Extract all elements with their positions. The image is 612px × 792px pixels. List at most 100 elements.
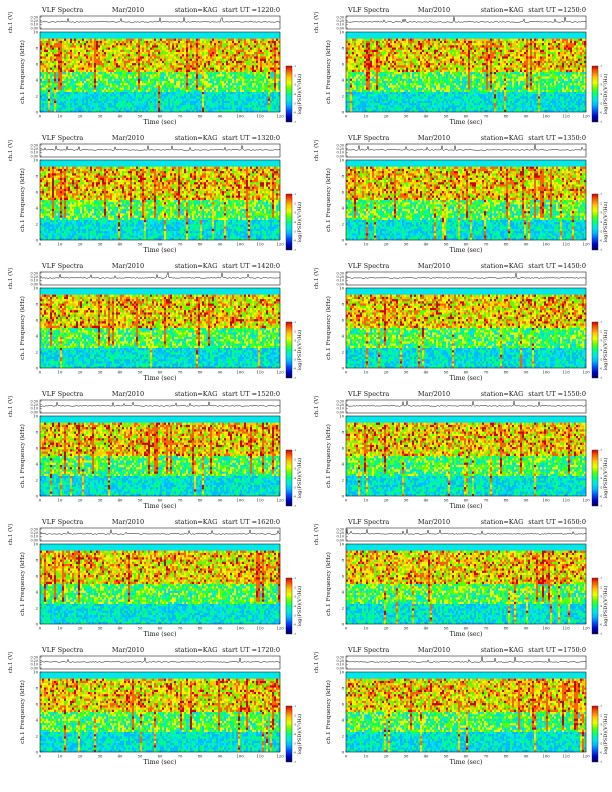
colorbar — [285, 321, 293, 379]
y-tick-label: 8 — [36, 557, 39, 562]
x-tick-label: 70 — [484, 626, 489, 631]
x-tick-label: 100 — [236, 498, 244, 503]
colorbar-tick-label: -7 — [294, 504, 297, 508]
x-tick-label: 50 — [444, 626, 449, 631]
panel-title: VLF Spectra — [41, 518, 83, 526]
x-tick-label: 120 — [276, 754, 284, 759]
trace-tick-label: 0.30 — [336, 527, 344, 531]
y-tick-label: 10 — [33, 541, 38, 546]
panel-title: VLF Spectra — [347, 518, 389, 526]
y-axis-label: ch.1 Frequency (kHz) — [325, 552, 332, 616]
trace-tick-label: 0.20 — [30, 19, 38, 23]
y-tick-label: 6 — [36, 445, 39, 450]
trace-axis-label: ch.1 (V) — [313, 12, 320, 33]
panel-title: VLF Spectra — [41, 262, 83, 270]
y-tick-label: 0 — [342, 109, 345, 114]
panel-date: Mar/2010 — [418, 390, 450, 398]
colorbar-tick-label: -2 — [294, 457, 297, 461]
colorbar-tick-label: -7 — [600, 760, 603, 764]
x-tick-label: 80 — [198, 242, 203, 247]
y-tick-label: 8 — [342, 173, 345, 178]
trace-tick-label: 0.10 — [30, 151, 38, 155]
colorbar — [591, 577, 599, 635]
x-tick-label: 10 — [58, 754, 63, 759]
x-tick-label: 110 — [562, 626, 570, 631]
y-axis-label: ch.1 Frequency (kHz) — [19, 552, 26, 616]
trace-tick-label: 0.10 — [30, 663, 38, 667]
colorbar-label: log(PSD)(V²/Hz) — [602, 330, 609, 371]
x-axis-label: Time (sec) — [144, 503, 177, 510]
x-tick-label: 90 — [218, 370, 223, 375]
y-tick-label: 2 — [36, 221, 39, 226]
x-tick-label: 20 — [78, 114, 83, 119]
colorbar — [285, 449, 293, 507]
colorbar-tick-label: -1 — [294, 704, 297, 708]
panel-start-time: start UT =1620:0 — [222, 518, 280, 526]
x-axis-label: Time (sec) — [450, 759, 483, 766]
trace-tick-label: 0.10 — [336, 407, 344, 411]
trace-tick-label: 0.30 — [30, 15, 38, 19]
y-tick-label: 10 — [339, 669, 344, 674]
x-tick-label: 40 — [118, 114, 123, 119]
x-tick-label: 40 — [424, 370, 429, 375]
x-tick-label: 80 — [504, 754, 509, 759]
x-tick-label: 0 — [39, 498, 42, 503]
x-tick-label: 110 — [256, 754, 264, 759]
panel-date: Mar/2010 — [112, 262, 144, 270]
y-axis-label: ch.1 Frequency (kHz) — [19, 680, 26, 744]
x-tick-label: 10 — [58, 114, 63, 119]
x-tick-label: 0 — [39, 242, 42, 247]
x-tick-label: 100 — [542, 498, 550, 503]
x-tick-label: 120 — [276, 370, 284, 375]
x-tick-label: 60 — [158, 498, 163, 503]
x-tick-label: 90 — [524, 498, 529, 503]
y-tick-label: 10 — [339, 157, 344, 162]
trace-tick-label: 0.10 — [30, 23, 38, 27]
y-tick-label: 4 — [342, 77, 345, 82]
x-tick-label: 90 — [218, 114, 223, 119]
trace-axis-label: ch.1 (V) — [313, 652, 320, 673]
y-tick-label: 0 — [36, 621, 39, 626]
colorbar-label: log(PSD)(V²/Hz) — [602, 714, 609, 755]
colorbar-tick-label: -3 — [294, 723, 297, 727]
trace-tick-label: 0.00 — [336, 154, 344, 158]
trace-tick-label: 0.00 — [30, 538, 38, 542]
x-tick-label: 110 — [562, 242, 570, 247]
amplitude-trace-line — [345, 16, 587, 23]
colorbar — [591, 65, 599, 123]
colorbar-tick-label: -3 — [600, 211, 603, 215]
x-tick-label: 90 — [524, 626, 529, 631]
trace-tick-label: 0.30 — [30, 655, 38, 659]
amplitude-trace-frame — [39, 655, 281, 670]
x-tick-label: 80 — [504, 370, 509, 375]
y-axis-label: ch.1 Frequency (kHz) — [325, 296, 332, 360]
colorbar-tick-label: -5 — [294, 485, 297, 489]
x-tick-label: 30 — [98, 498, 103, 503]
panel-date: Mar/2010 — [112, 134, 144, 142]
colorbar-tick-label: -4 — [600, 604, 603, 608]
colorbar-tick-label: -6 — [600, 239, 603, 243]
trace-tick-label: 0.20 — [30, 531, 38, 535]
spectrogram-svg: VLF Spectra Mar/2010 station=KAG start UT =… — [7, 390, 303, 510]
y-tick-label: 10 — [33, 669, 38, 674]
x-tick-label: 90 — [218, 754, 223, 759]
x-tick-label: 10 — [364, 370, 369, 375]
amplitude-trace-line — [39, 401, 281, 407]
y-tick-label: 0 — [36, 237, 39, 242]
colorbar-tick-label: -3 — [294, 83, 297, 87]
y-tick-label: 4 — [36, 77, 39, 82]
y-tick-label: 8 — [36, 685, 39, 690]
x-tick-label: 20 — [78, 626, 83, 631]
panel-title: VLF Spectra — [347, 646, 389, 654]
amplitude-trace-frame — [39, 143, 281, 158]
amplitude-trace-line — [39, 271, 281, 279]
colorbar-label: log(PSD)(V²/Hz) — [296, 586, 303, 627]
trace-tick-label: 0.20 — [336, 19, 344, 23]
y-tick-label: 6 — [342, 61, 345, 66]
x-tick-label: 20 — [78, 370, 83, 375]
x-tick-label: 30 — [98, 626, 103, 631]
y-tick-label: 8 — [342, 685, 345, 690]
colorbar-tick-label: -3 — [600, 339, 603, 343]
x-tick-label: 50 — [444, 242, 449, 247]
x-tick-label: 40 — [424, 498, 429, 503]
